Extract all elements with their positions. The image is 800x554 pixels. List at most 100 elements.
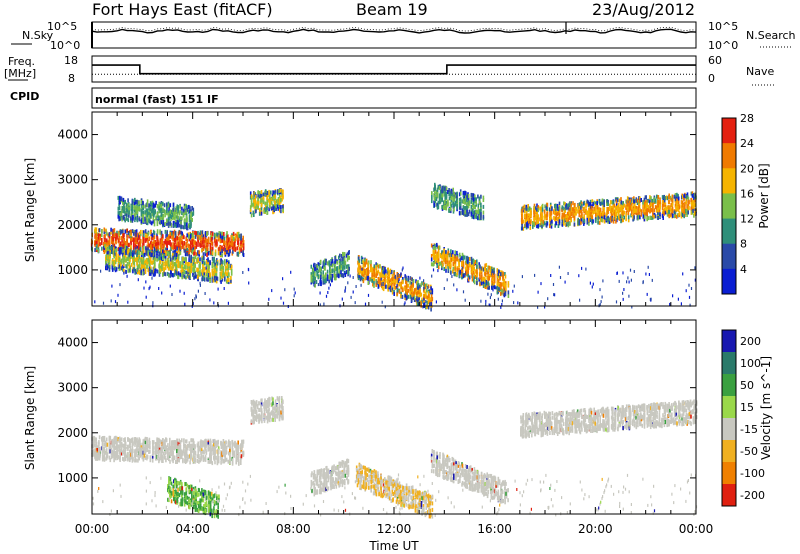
- scatter-cell: [249, 191, 252, 196]
- scatter-cell: [145, 203, 148, 208]
- scatter-cell: [179, 216, 181, 221]
- scatter-cell: [214, 262, 216, 267]
- scatter-cell: [461, 261, 463, 266]
- scatter-cell: [465, 191, 467, 196]
- scatter-cell: [202, 269, 204, 274]
- scatter-cell: [207, 272, 209, 277]
- scatter-cell: [153, 211, 156, 215]
- scatter-cell: [249, 205, 252, 210]
- scatter-cell: [556, 203, 559, 208]
- scatter-cell: [160, 220, 163, 225]
- scatter-cell: [387, 282, 389, 287]
- scatter-cell: [450, 253, 453, 257]
- scatter-cell: [543, 213, 546, 218]
- scatter-cell: [173, 250, 176, 255]
- scatter-cell: [147, 231, 150, 236]
- scatter-cell: [126, 238, 128, 243]
- scatter-cell: [192, 272, 194, 277]
- scatter-cell: [492, 280, 494, 285]
- frequency-line: [92, 64, 696, 75]
- scatter-cell: [232, 249, 234, 254]
- scatter-cell: [194, 249, 196, 253]
- scatter-cell: [156, 204, 159, 209]
- scatter-cell: [103, 249, 106, 254]
- scatter-cell: [411, 288, 413, 292]
- scatter-cell: [156, 235, 158, 240]
- scatter-cell: [113, 259, 116, 264]
- scatter-cell: [454, 250, 456, 255]
- scatter-cell: [106, 250, 108, 255]
- scatter-cell: [459, 191, 462, 196]
- scatter-cell: [567, 221, 570, 226]
- scatter-cell: [193, 247, 195, 252]
- scatter-cell: [172, 255, 174, 260]
- scatter-cell: [398, 282, 401, 287]
- scatter-cell: [175, 256, 177, 261]
- scatter-cell: [107, 264, 109, 269]
- scatter-cell: [226, 233, 228, 238]
- scatter-cell: [153, 254, 156, 259]
- scatter-cell: [124, 212, 126, 216]
- scatter-cell: [123, 200, 126, 205]
- scatter-cell: [157, 245, 160, 250]
- scatter-cell: [123, 260, 125, 265]
- scatter-cell: [167, 262, 170, 267]
- scatter-cell: [205, 238, 207, 243]
- scatter-cell: [371, 267, 373, 272]
- scatter-cell: [173, 238, 176, 242]
- scatter-cell: [174, 231, 177, 236]
- scatter-cell: [437, 254, 440, 259]
- scatter-cell: [203, 244, 205, 249]
- scatter-cell: [493, 277, 496, 282]
- scatter-cell: [458, 192, 461, 197]
- scatter-cell: [407, 288, 410, 293]
- scatter-cell: [396, 279, 399, 284]
- scatter-cell: [201, 248, 203, 253]
- scatter-cell: [191, 212, 193, 217]
- scatter-cell: [156, 212, 159, 217]
- scatter-cell: [188, 237, 191, 242]
- scatter-cell: [161, 256, 163, 261]
- scatter-cell: [449, 206, 452, 211]
- scatter-cell: [180, 221, 182, 226]
- scatter-cell: [230, 278, 232, 283]
- scatter-cell: [158, 256, 160, 261]
- scatter-cell: [450, 257, 453, 262]
- scatter-cell: [347, 255, 349, 260]
- scatter-cell: [476, 276, 478, 281]
- scatter-cell: [188, 258, 190, 263]
- scatter-cell: [236, 231, 239, 236]
- scatter-cell: [151, 261, 153, 265]
- scatter-cell: [478, 196, 481, 201]
- scatter-cell: [277, 206, 280, 211]
- scatter-cell: [145, 208, 148, 213]
- scatter-cell: [343, 254, 346, 259]
- scatter-cell: [461, 268, 463, 273]
- scatter-cell: [232, 237, 235, 241]
- scatter-cell: [182, 225, 185, 230]
- scatter-cell: [183, 248, 186, 253]
- scatter-cell: [223, 240, 226, 245]
- scatter-cell: [146, 213, 149, 218]
- scatter-cell: [430, 302, 432, 307]
- scatter-cell: [119, 241, 122, 246]
- scatter-cell: [561, 205, 564, 210]
- scatter-cell: [153, 239, 155, 244]
- scatter-cell: [125, 264, 127, 269]
- scatter-cell: [108, 255, 111, 260]
- scatter-cell: [197, 251, 199, 256]
- scatter-cell: [208, 270, 210, 275]
- scatter-cell: [415, 279, 417, 284]
- scatter-cell: [375, 269, 378, 274]
- scatter-cell: [103, 242, 105, 246]
- scatter-cell: [569, 221, 571, 226]
- scatter-cell: [223, 236, 226, 241]
- scatter-cell: [254, 194, 257, 199]
- scatter-cell: [342, 273, 344, 278]
- scatter-cell: [216, 241, 218, 246]
- scatter-cell: [216, 239, 218, 244]
- scatter-cell: [181, 231, 183, 236]
- scatter-cell: [199, 243, 202, 248]
- scatter-cell: [158, 216, 161, 221]
- scatter-cell: [546, 221, 549, 226]
